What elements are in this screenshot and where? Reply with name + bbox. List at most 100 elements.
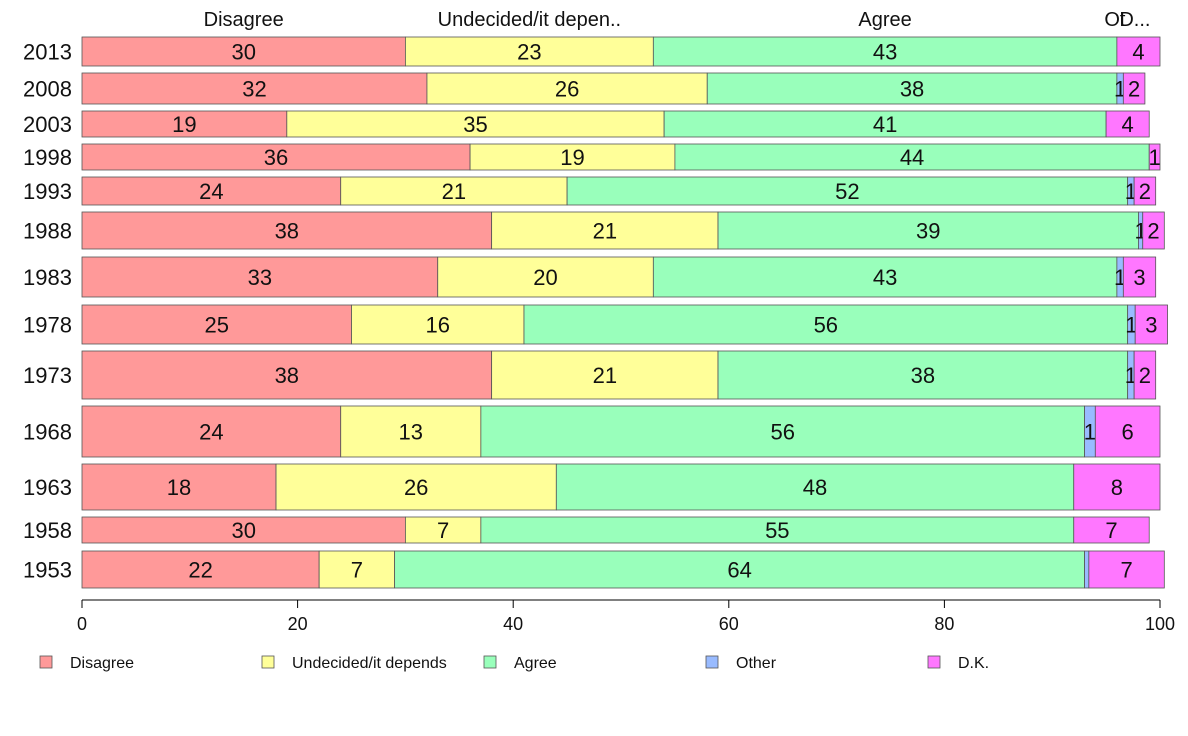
bar-segment-d-k-1993 [1133,176,1157,206]
bar-segment-disagree-1968 [81,405,342,458]
top-label-undecided-it-depends: Undecided/it depen.. [438,9,621,31]
bar-row-1958: 1958 30 7 55 7 [23,516,1150,544]
data-label-undecided-it-depends-1983: 20 [533,265,557,290]
data-label-disagree-1963: 18 [167,475,191,500]
legend-label-disagree: Disagree [70,655,134,672]
bar-segment-disagree-2008 [81,72,428,105]
legend-item-d-k: D.K. [927,655,989,672]
top-label-disagree: Disagree [204,9,284,31]
x-axis: 0 20 40 60 80 100 [77,599,1175,634]
bar-row-1988: 1988 38 21 39 1 2 [23,211,1165,250]
bar-segment-disagree-1988 [81,211,493,250]
year-label-1983: 1983 [23,265,72,290]
data-label-disagree-1983: 33 [248,265,272,290]
data-label-d-k-1953: 7 [1120,558,1132,583]
x-tick-label-0: 0 [77,614,87,634]
bar-segment-agree-1963 [555,463,1075,511]
bar-segment-undecided-it-depends-2013 [404,36,654,67]
data-label-d-k-1968: 6 [1122,420,1134,445]
bar-segment-undecided-it-depends-1973 [491,350,719,400]
bar-segment-disagree-1993 [81,176,342,206]
data-label-undecided-it-depends-2013: 23 [517,40,541,65]
bar-segment-disagree-2003 [81,110,288,138]
bar-segment-undecided-it-depends-1963 [275,463,557,511]
year-label-1963: 1963 [23,475,72,500]
data-label-undecided-it-depends-1953: 7 [351,558,363,583]
bar-segment-agree-1998 [674,143,1150,171]
bar-row-1983: 1983 33 20 43 1 3 [23,256,1157,298]
data-label-agree-1953: 64 [727,558,751,583]
bar-segment-disagree-1983 [81,256,439,298]
legend-label-d-k: D.K. [958,655,989,672]
legend-swatch-d-k [927,655,941,669]
data-label-undecided-it-depends-2003: 35 [463,112,487,137]
x-tick-label-20: 20 [288,614,308,634]
data-label-undecided-it-depends-1973: 21 [593,363,617,388]
bar-row-1973: 1973 38 21 38 1 2 [23,350,1157,400]
year-label-1978: 1978 [23,313,72,338]
bar-segment-d-k-1973 [1133,350,1157,400]
legend-swatch-undecided-it-depends [261,655,275,669]
data-label-disagree-2008: 32 [242,77,266,102]
bar-segment-d-k-1953 [1088,550,1165,589]
legend-item-disagree: Disagree [39,655,134,672]
bar-segment-d-k-1978 [1134,304,1168,345]
bar-row-1963: 1963 18 26 48 8 [23,463,1161,511]
bar-segment-d-k-1958 [1073,516,1150,544]
legend: Disagree Undecided/it depends Agree Other D.… [39,655,989,672]
data-label-d-k-2008: 2 [1128,77,1140,102]
data-label-undecided-it-depends-1978: 16 [425,313,449,338]
bar-segment-d-k-1963 [1073,463,1161,511]
bar-segment-undecided-it-depends-1958 [404,516,482,544]
data-label-undecided-it-depends-1963: 26 [404,475,428,500]
bar-segment-d-k-1988 [1142,211,1165,250]
legend-item-other: Other [705,655,777,672]
bar-segment-undecided-it-depends-1993 [340,176,568,206]
bar-row-1968: 1968 24 13 56 1 6 [23,405,1161,458]
bar-row-1998: 1998 36 19 44 1 [23,143,1161,171]
year-label-1973: 1973 [23,363,72,388]
legend-swatch-other [705,655,719,669]
data-label-d-k-1978: 3 [1145,313,1157,338]
data-label-d-k-1993: 2 [1139,179,1151,204]
data-label-undecided-it-depends-1988: 21 [593,219,617,244]
x-tick-label-80: 80 [934,614,954,634]
x-tick-label-60: 60 [719,614,739,634]
bar-segment-undecided-it-depends-1998 [469,143,676,171]
data-label-disagree-1968: 24 [199,420,223,445]
legend-label-undecided-it-depends: Undecided/it depends [292,655,447,672]
data-label-agree-2013: 43 [873,40,897,65]
data-label-agree-1963: 48 [803,475,827,500]
data-label-disagree-1993: 24 [199,179,223,204]
top-label-agree: Agree [858,9,911,31]
legend-item-agree: Agree [483,655,557,672]
x-tick-label-40: 40 [503,614,523,634]
data-label-d-k-1973: 2 [1139,363,1151,388]
bar-segment-undecided-it-depends-1988 [491,211,719,250]
bar-segment-undecided-it-depends-2008 [426,72,708,105]
bar-segment-disagree-1973 [81,350,493,400]
data-label-agree-1993: 52 [835,179,859,204]
bar-segment-d-k-2013 [1116,36,1161,67]
data-label-disagree-1998: 36 [264,145,288,170]
legend-swatch-agree [483,655,497,669]
bar-segment-agree-1988 [717,211,1139,250]
bar-segment-disagree-1978 [81,304,352,345]
legend-label-agree: Agree [514,655,557,672]
bar-segment-undecided-it-depends-1983 [437,256,654,298]
data-label-agree-2003: 41 [873,112,897,137]
data-label-disagree-1978: 25 [205,313,229,338]
data-label-d-k-1958: 7 [1105,518,1117,543]
legend-swatch-disagree [39,655,53,669]
bar-row-2013: 2013 30 23 43 4 [23,36,1161,67]
year-label-2013: 2013 [23,40,72,65]
bar-segment-agree-1968 [480,405,1085,458]
bar-segment-disagree-1953 [81,550,320,589]
bar-segment-undecided-it-depends-1953 [318,550,396,589]
data-label-agree-1958: 55 [765,518,789,543]
data-label-d-k-1983: 3 [1133,265,1145,290]
data-label-d-k-1988: 2 [1147,219,1159,244]
x-tick-label-100: 100 [1145,614,1175,634]
data-label-disagree-2003: 19 [172,112,196,137]
